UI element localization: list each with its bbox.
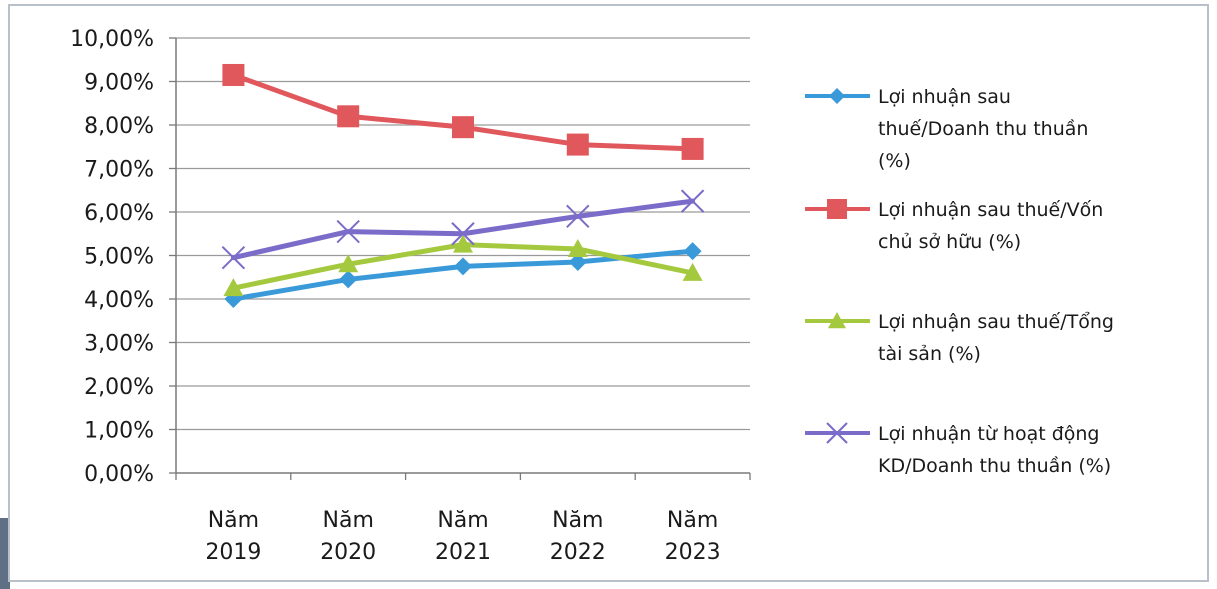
x-marker-stroke <box>566 204 590 229</box>
y-tick-label: 3,00% <box>84 332 154 357</box>
data-point-diamond <box>339 270 358 289</box>
x-tick-label: 2022 <box>550 540 606 565</box>
data-point-diamond <box>568 253 587 272</box>
x-marker-stroke <box>680 189 705 213</box>
x-tick-label: Năm <box>437 508 488 533</box>
legend-label: KD/Doanh thu thuần (%) <box>878 455 1111 477</box>
x-tick-label: Năm <box>667 508 718 533</box>
legend-item: Lợi nhuận từ hoạt động KD/Doanh thu thuần… <box>805 422 1111 477</box>
legend-label: tài sản (%) <box>878 343 981 365</box>
data-point-triangle <box>682 262 703 281</box>
data-point-triangle <box>338 254 359 273</box>
data-point-diamond <box>683 242 702 261</box>
axes <box>169 37 751 480</box>
data-point-x <box>451 222 475 246</box>
x-tick-label: Năm <box>208 508 259 533</box>
x-marker-stroke <box>451 222 475 246</box>
legend-label: Lợi nhuận sau <box>878 86 1011 108</box>
y-tick-label: 8,00% <box>84 114 154 139</box>
legend-label: Lợi nhuận sau thuế/Vốn <box>878 199 1103 221</box>
x-tick-label: Năm <box>552 508 603 533</box>
legend-item: Lợi nhuận sau thuế/Vốn chủ sở hữu (%) <box>805 199 1103 253</box>
data-point-x <box>680 189 705 213</box>
data-point-square <box>681 137 704 160</box>
data-point-square <box>337 105 360 128</box>
data-point-x <box>826 422 848 444</box>
data-point-triangle <box>223 278 244 297</box>
y-tick-label: 4,00% <box>84 288 154 313</box>
y-tick-label: 9,00% <box>84 71 154 96</box>
x-tick-label: 2019 <box>205 540 261 565</box>
x-tick-labels: Năm 2019 Năm 2020 Năm 2021 Năm 2022 Năm 2023 <box>205 508 720 565</box>
data-point-triangle <box>828 312 846 329</box>
y-tick-label: 5,00% <box>84 245 154 270</box>
data-point-square <box>566 133 589 156</box>
data-point-diamond <box>454 257 472 276</box>
y-tick-label: 0,00% <box>84 462 154 487</box>
x-marker-stroke <box>826 422 848 444</box>
y-tick-label: 7,00% <box>84 158 154 183</box>
data-point-x <box>221 245 246 270</box>
data-point-triangle <box>453 234 473 253</box>
data-point-square <box>452 116 474 139</box>
x-tick-label: 2020 <box>320 540 376 565</box>
gridlines <box>176 37 750 431</box>
x-tick-label: Năm <box>323 508 374 533</box>
legend-label: Lợi nhuận từ hoạt động <box>878 423 1100 445</box>
chart-frame <box>8 4 1209 582</box>
legend-item: Lợi nhuận sau thuế/Tổng tài sản (%) <box>805 311 1114 365</box>
scan-edge-strip <box>0 518 10 589</box>
legend-label: (%) <box>878 150 911 172</box>
data-point-square <box>222 63 245 86</box>
x-tick-label: 2023 <box>665 540 721 565</box>
x-marker-stroke <box>336 219 360 244</box>
legend-label: thuế/Doanh thu thuần <box>878 118 1088 140</box>
y-tick-label: 6,00% <box>84 201 154 226</box>
data-point-square <box>827 199 847 219</box>
y-tick-label: 2,00% <box>84 375 154 400</box>
data-point-diamond <box>829 88 845 104</box>
legend-item: Lợi nhuận sau thuế/Doanh thu thuần (%) <box>805 86 1088 172</box>
series-lines <box>221 63 705 308</box>
data-point-x <box>336 219 360 244</box>
data-point-x <box>566 204 590 229</box>
data-point-triangle <box>567 238 588 257</box>
y-tick-label: 1,00% <box>84 419 154 444</box>
x-tick-label: 2021 <box>435 540 491 565</box>
y-tick-label: 10,00% <box>70 27 154 52</box>
legend-label: Lợi nhuận sau thuế/Tổng <box>878 311 1114 333</box>
legend-label: chủ sở hữu (%) <box>878 231 1021 253</box>
x-marker-stroke <box>221 245 246 270</box>
y-tick-labels: 0,00% 1,00% 2,00% 3,00% 4,00% 5,00% 6,00% 7,00%… <box>70 27 154 487</box>
